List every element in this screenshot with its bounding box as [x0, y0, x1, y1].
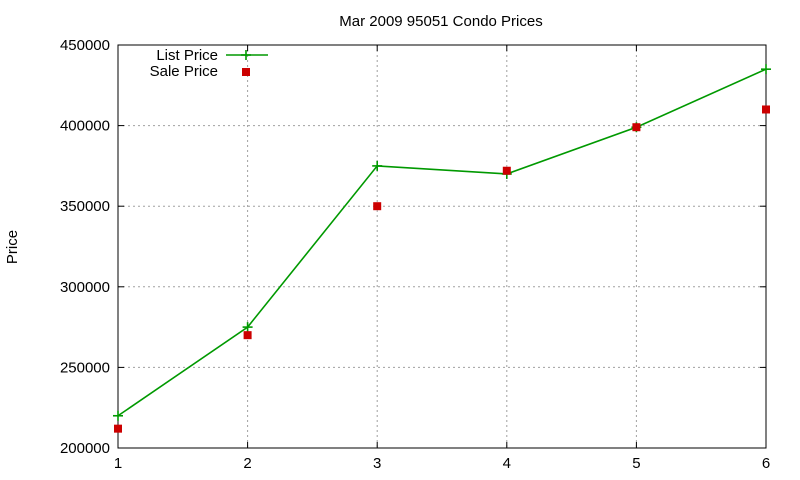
x-tick-label: 5 — [632, 455, 640, 472]
y-tick-label: 350000 — [60, 198, 110, 215]
data-point — [113, 410, 123, 421]
plot-frame — [117, 44, 767, 449]
series-line — [117, 68, 767, 417]
x-tick-label: 2 — [243, 455, 251, 472]
legend-entry: List Price — [156, 47, 268, 64]
data-point — [114, 424, 122, 433]
y-tick-label: 400000 — [60, 118, 110, 135]
legend-entry: Sale Price — [150, 63, 250, 80]
grid — [117, 44, 767, 449]
y-tick-label: 200000 — [60, 440, 110, 457]
data-point — [502, 166, 511, 175]
series-1 — [114, 105, 770, 433]
x-tick-label: 4 — [503, 455, 511, 472]
data-point — [761, 64, 771, 75]
x-tick-label: 6 — [762, 455, 770, 472]
legend-label: Sale Price — [150, 63, 218, 80]
y-tick-label: 300000 — [60, 279, 110, 296]
series — [113, 64, 771, 433]
series-0 — [113, 64, 771, 421]
legend-label: List Price — [156, 47, 218, 64]
y-tick-label: 450000 — [60, 37, 110, 54]
chart-title: Mar 2009 95051 Condo Prices — [339, 13, 542, 30]
y-axis-label: Price — [4, 230, 21, 264]
data-point — [632, 123, 641, 132]
data-point — [372, 160, 383, 171]
data-point — [762, 105, 770, 114]
x-tick-label: 1 — [114, 455, 122, 472]
data-point — [242, 322, 253, 333]
data-point — [373, 202, 382, 211]
x-tick-label: 3 — [373, 455, 381, 472]
y-tick-label: 250000 — [60, 359, 110, 376]
axis-ticks: 1 2 3 4 5 6 200000 250000 300000 350000 400000 4500… — [60, 37, 770, 472]
legend-swatch-marker — [241, 50, 251, 60]
data-point — [243, 331, 252, 340]
legend-swatch-marker — [242, 68, 250, 76]
